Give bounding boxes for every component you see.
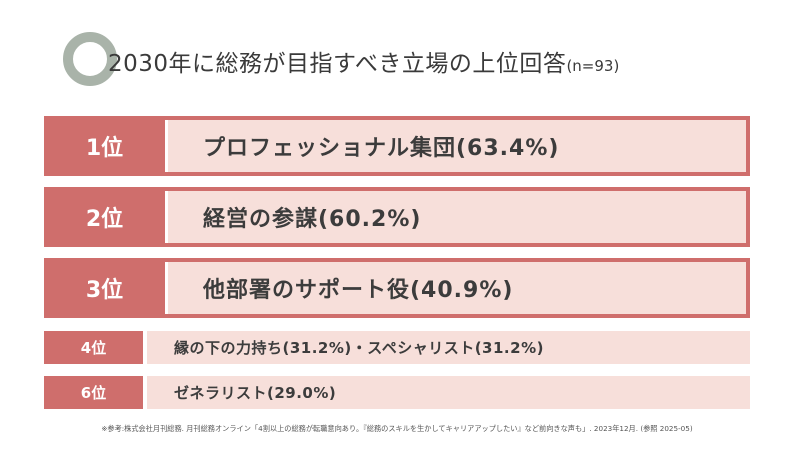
rank-badge: 3位 (44, 258, 165, 318)
rank-badge: 1位 (44, 116, 165, 176)
rank-label: 縁の下の力持ち(31.2%)・スペシャリスト(31.2%) (147, 331, 750, 364)
rank-row-1: 1位 プロフェッショナル集団(63.4%) (44, 116, 750, 176)
rank-label: 経営の参謀(60.2%) (165, 187, 750, 247)
page-title: 2030年に総務が目指すべき立場の上位回答(n=93) (108, 44, 619, 84)
source-footnote: ※参考:株式会社月刊総務. 月刊総務オンライン「4割以上の総務が転職意向あり。『… (101, 424, 693, 433)
rank-row-4: 4位 縁の下の力持ち(31.2%)・スペシャリスト(31.2%) (44, 331, 750, 364)
rank-row-2: 2位 経営の参謀(60.2%) (44, 187, 750, 247)
rank-label: ゼネラリスト(29.0%) (147, 376, 750, 409)
sample-size: (n=93) (566, 57, 620, 75)
rank-row-3: 3位 他部署のサポート役(40.9%) (44, 258, 750, 318)
rank-label: 他部署のサポート役(40.9%) (165, 258, 750, 318)
rank-badge: 4位 (44, 331, 143, 364)
title-ring-decoration (63, 32, 117, 86)
rank-label: プロフェッショナル集団(63.4%) (165, 116, 750, 176)
title-text: 2030年に総務が目指すべき立場の上位回答 (108, 51, 567, 77)
rank-row-6: 6位 ゼネラリスト(29.0%) (44, 376, 750, 409)
rank-badge: 2位 (44, 187, 165, 247)
rank-badge: 6位 (44, 376, 143, 409)
